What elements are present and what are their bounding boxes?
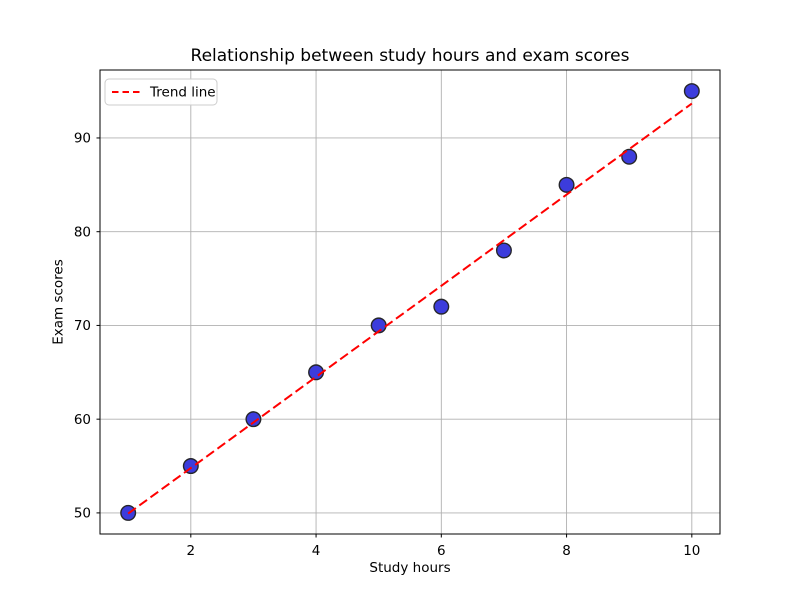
legend-label: Trend line — [149, 85, 216, 101]
scatter-point — [245, 411, 262, 428]
x-tick-label: 10 — [683, 543, 700, 559]
x-tick-label: 4 — [312, 543, 321, 559]
x-tick-label: 6 — [437, 543, 446, 559]
scatter-point — [433, 298, 450, 315]
y-tick-label: 60 — [74, 412, 91, 428]
legend: Trend line — [104, 78, 218, 106]
x-tick-label: 2 — [187, 543, 196, 559]
scatter-point — [683, 83, 700, 100]
y-tick-label: 50 — [74, 506, 91, 522]
scatter-point — [558, 176, 575, 193]
legend-box — [104, 78, 218, 106]
y-tick-label: 70 — [74, 318, 91, 334]
plot-border — [99, 69, 721, 535]
grid-lines — [100, 70, 720, 534]
scatter-points — [120, 83, 700, 521]
x-tick-label: 8 — [562, 543, 571, 559]
y-axis-label: Exam scores — [51, 259, 67, 345]
scatter-point — [495, 242, 512, 259]
scatter-point — [621, 148, 638, 165]
y-tick-label: 80 — [74, 224, 91, 240]
axis-ticks: 2 4 6 8 10 50 60 70 80 90 — [74, 131, 701, 559]
y-tick-label: 90 — [74, 131, 91, 147]
trend-line — [127, 102, 693, 515]
x-axis-label: Study hours — [369, 560, 450, 576]
chart-title: Relationship between study hours and exa… — [191, 46, 630, 66]
